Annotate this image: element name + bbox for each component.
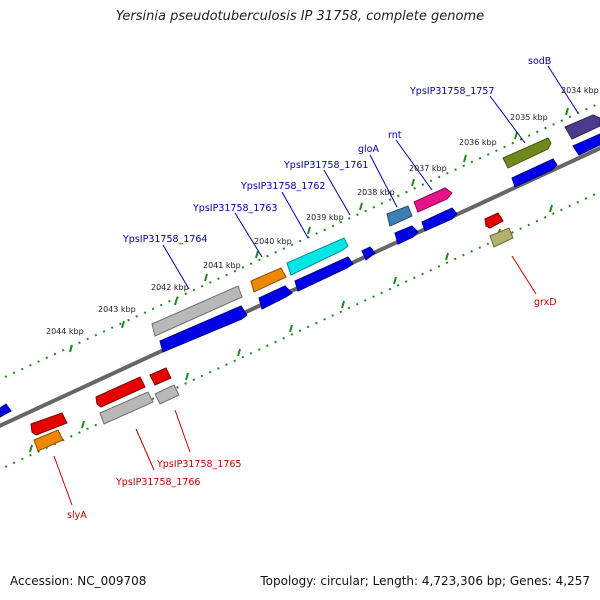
gene-rnt[interactable] [413, 187, 453, 213]
gene-YpsIP31758_1757[interactable] [502, 137, 552, 169]
gene-label: YpsIP31758_1764 [122, 234, 207, 245]
cds-block[interactable] [361, 246, 376, 261]
gene-YpsIP31758_1764[interactable] [151, 285, 243, 337]
kbp-label: 2038 kbp [357, 188, 395, 197]
gene-label: YpsIP31758_1761 [283, 160, 368, 171]
gene-label: YpsIP31758_1766 [115, 477, 200, 488]
cds-block[interactable] [421, 207, 458, 232]
kbp-label: 2034 kbp [561, 86, 599, 95]
gene-label: sodB [528, 56, 551, 67]
cds-block[interactable] [394, 225, 419, 245]
gene-grxD[interactable] [489, 227, 514, 248]
cds-block[interactable] [159, 305, 248, 353]
gene-YpsIP31758_1761[interactable] [286, 237, 349, 276]
map-title: Yersinia pseudotuberculosis IP 31758, co… [115, 9, 485, 24]
cds-block[interactable] [95, 376, 146, 408]
reverse-gene-labels: grxD YpsIP31758_1765 YpsIP31758_1766 sly… [67, 297, 557, 521]
gene-slyA[interactable] [33, 429, 64, 452]
gene-YpsIP31758_1763[interactable] [250, 267, 287, 293]
kbp-label: 2036 kbp [459, 138, 497, 147]
kbp-label: 2040 kbp [254, 237, 292, 246]
gene-gloA[interactable] [386, 205, 413, 227]
accession-text: Accession: NC_009708 [10, 574, 147, 588]
cds-block[interactable] [572, 133, 600, 156]
cds-block[interactable] [30, 412, 68, 436]
genome-summary-text: Topology: circular; Length: 4,723,306 bp… [260, 574, 590, 588]
kbp-label: 2037 kbp [409, 164, 447, 173]
gene-label: slyA [67, 510, 87, 521]
gene-label: YpsIP31758_1762 [240, 181, 325, 192]
upper-tick-row [4, 102, 600, 378]
kbp-label: 2041 kbp [203, 261, 241, 270]
reverse-genes [30, 212, 514, 452]
gene-label: grxD [534, 297, 557, 308]
cds-block[interactable] [0, 403, 12, 418]
cds-block[interactable] [294, 256, 354, 292]
cds-block[interactable] [511, 158, 558, 188]
gene-label: YpsIP31758_1757 [409, 86, 494, 97]
leader-lines [53, 65, 579, 506]
cds-block[interactable] [484, 212, 504, 229]
gene-YpsIP31758_1765[interactable] [154, 384, 180, 405]
gene-label: gloA [358, 144, 379, 155]
kbp-labels: 2034 kbp 2035 kbp 2036 kbp 2037 kbp 2038… [46, 86, 599, 336]
kbp-label: 2044 kbp [46, 327, 84, 336]
gene-label: rnt [388, 130, 402, 141]
gene-label: YpsIP31758_1765 [156, 459, 241, 470]
gene-YpsIP31758_1766[interactable] [99, 391, 154, 425]
kbp-label: 2043 kbp [98, 305, 136, 314]
cds-block[interactable] [258, 285, 293, 310]
kbp-label: 2042 kbp [151, 283, 189, 292]
upper-major-ticks [69, 107, 569, 353]
forward-gene-labels: sodB YpsIP31758_1757 rnt gloA YpsIP31758… [122, 56, 551, 245]
kbp-label: 2039 kbp [306, 213, 344, 222]
cds-block[interactable] [149, 367, 172, 386]
gene-label: YpsIP31758_1763 [192, 203, 277, 214]
gene-sodB[interactable] [564, 114, 600, 140]
forward-genes [0, 114, 600, 418]
kbp-label: 2035 kbp [510, 113, 548, 122]
